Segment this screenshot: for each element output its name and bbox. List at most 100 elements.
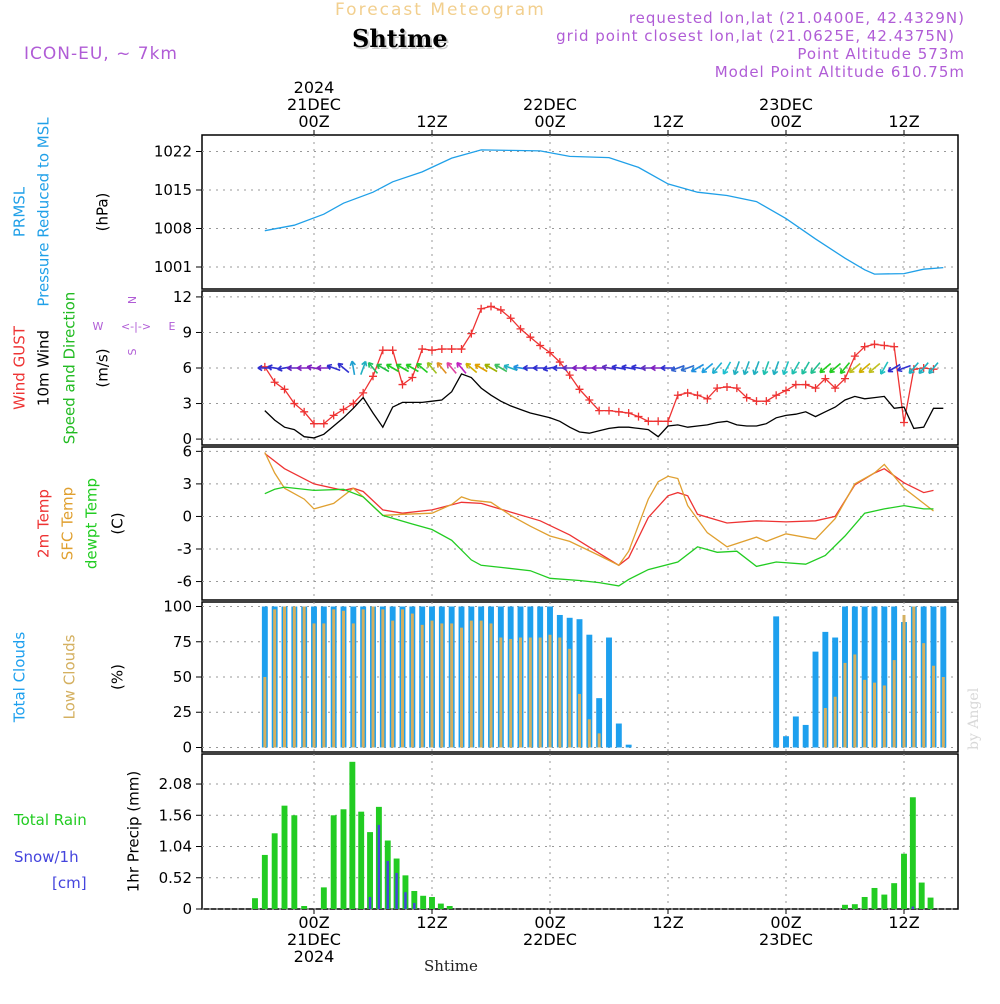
gust-marker [516, 324, 525, 333]
gust-marker [811, 384, 820, 393]
product-title: Forecast Meteogram [335, 0, 546, 20]
gust-marker [634, 412, 643, 421]
wind-arrow [896, 364, 911, 373]
gust-marker [791, 380, 800, 389]
wind-arrow [465, 362, 478, 374]
gust-marker [860, 342, 869, 351]
gust-marker [664, 417, 672, 426]
bar-low-clouds [361, 609, 365, 748]
gust-marker [713, 384, 722, 393]
wind-arrow [456, 361, 467, 374]
panel-axis-label: 10m Wind [35, 330, 53, 406]
gridpoint-coords: grid point closest lon,lat (21.0625E, 42… [556, 27, 955, 45]
y-tick-label: 2.08 [159, 775, 192, 793]
bar-total-rain [367, 832, 373, 909]
gust-marker [614, 407, 623, 416]
gust-marker [536, 341, 545, 350]
bottom-time-label: 12Z [416, 913, 447, 932]
wind-arrow [405, 363, 419, 373]
wind-arrow [819, 362, 832, 374]
bar-snow-1h [368, 896, 372, 909]
bar-low-clouds [578, 693, 581, 748]
bar-low-clouds [420, 624, 424, 748]
bottom-time-label: 00Z [534, 913, 565, 932]
panel-axis-label: Speed and Direction [61, 292, 79, 445]
y-tick-label: 1015 [154, 181, 192, 199]
bar-low-clouds [912, 606, 916, 748]
gust-marker [772, 391, 781, 400]
bar-total-rain [861, 896, 868, 909]
y-tick-label: 3 [182, 475, 192, 493]
y-tick-label: 25 [173, 703, 192, 721]
bottom-time-label: 12Z [652, 913, 683, 932]
gust-marker [467, 329, 476, 338]
gust-marker [595, 406, 604, 415]
series-line-10m-wind [264, 373, 944, 439]
gust-marker [290, 399, 299, 408]
y-tick-label: 3 [182, 395, 192, 413]
model-label: ICON-EU, ~ 7km [24, 44, 178, 64]
panel-precip: 0 0.52 1.04 1.56 2.08 1hr Precip (mm) Total Ra… [13, 753, 959, 918]
wind-arrow [436, 361, 447, 374]
bar-total-rain [437, 903, 444, 909]
bar-total-clouds [783, 736, 789, 748]
bar-low-clouds [922, 643, 926, 748]
gust-marker [900, 418, 908, 427]
gust-marker [850, 352, 859, 361]
bar-low-clouds [351, 623, 355, 748]
y-tick-label: 75 [173, 633, 192, 651]
bar-low-clouds [863, 679, 867, 748]
bar-low-clouds [538, 637, 542, 748]
panel-temp: -6 -3 0 3 6 2m Temp SFC Temp dewpt Temp (C) [35, 442, 959, 601]
gust-marker [339, 405, 348, 414]
bar-total-rain [271, 833, 278, 909]
gust-marker [260, 362, 269, 371]
gust-marker [693, 391, 702, 400]
wind-arrow [484, 363, 498, 373]
bar-low-clouds [440, 623, 444, 748]
wind-arrow [928, 362, 939, 375]
bar-low-clouds [873, 682, 876, 748]
bar-total-clouds [812, 651, 819, 748]
wind-arrow [887, 363, 901, 373]
gust-marker [310, 419, 318, 428]
bar-total-rain [261, 854, 268, 909]
gust-marker [477, 304, 486, 313]
y-tick-label: 1.56 [159, 806, 192, 824]
bar-total-clouds [576, 619, 583, 748]
y-tick-label: 9 [182, 323, 192, 341]
bottom-time-label: 12Z [888, 913, 919, 932]
gust-marker [447, 345, 456, 354]
bar-total-rain [446, 905, 453, 909]
bar-low-clouds [469, 620, 473, 748]
wind-arrow [494, 363, 508, 373]
wind-arrow [701, 362, 714, 374]
y-tick-label: 100 [163, 598, 192, 616]
compass-south: S [126, 348, 139, 355]
gust-marker [841, 374, 849, 383]
bar-total-rain [851, 904, 858, 909]
watermark: by Angel [966, 687, 982, 750]
top-time-label: 00Z [298, 112, 329, 131]
wind-arrow [829, 362, 842, 374]
panel-axis-label: PRMSL [11, 186, 29, 237]
wind-arrow [762, 361, 770, 376]
gust-marker [270, 378, 279, 387]
bar-snow-1h [377, 824, 381, 909]
wind-arrow [858, 362, 871, 374]
wind-arrow [326, 363, 341, 372]
gust-marker [349, 399, 358, 408]
bar-low-clouds [509, 638, 513, 748]
bar-low-clouds [489, 623, 493, 748]
bar-total-rain [291, 815, 298, 909]
bottom-time-label: 00Z [770, 913, 801, 932]
top-time-label: 12Z [888, 112, 919, 131]
wind-arrow [908, 362, 919, 375]
wind-arrow [772, 361, 780, 376]
bar-low-clouds [322, 623, 326, 748]
panel-axis-label: dewpt Temp [83, 478, 101, 569]
gust-marker [890, 342, 899, 351]
wind-arrow [395, 363, 409, 373]
bar-snow-1h [404, 892, 407, 909]
